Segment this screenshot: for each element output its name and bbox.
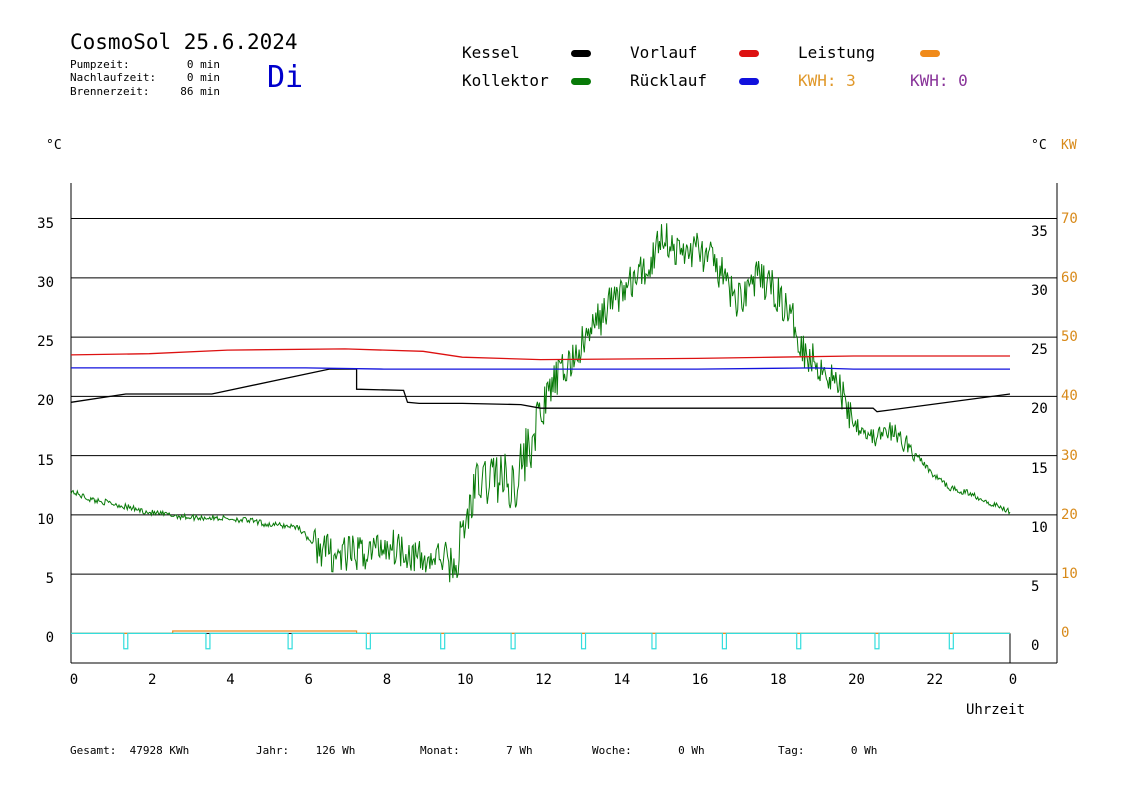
x-tick-label: 0 [1008, 672, 1018, 688]
info-nachlaufzeit: Nachlaufzeit: 0 min [70, 71, 220, 84]
legend-ruecklauf: Rücklauf [630, 71, 708, 90]
x-tick-label: 12 [535, 672, 552, 688]
legend-kollektor-swatch [571, 78, 591, 85]
info-label: Brennerzeit: [70, 85, 150, 98]
y-kw-unit: KW [1061, 138, 1077, 153]
x-tick-label: 4 [226, 672, 235, 688]
kwh-value-burner: KWH: 0 [910, 71, 968, 90]
footer-monat: Monat: 7 Wh [420, 744, 533, 757]
footer-value: 0 Wh [850, 744, 878, 757]
footer-value: 0 Wh [678, 744, 705, 757]
y-right-tick-label: 35 [1031, 223, 1048, 240]
series-vorlauf [70, 348, 1010, 361]
footer-woche: Woche: 0 Wh [592, 744, 705, 757]
y-kw-tick-label: 20 [1061, 506, 1078, 523]
footer-value: 47928 KWh [129, 744, 190, 757]
footer-value: 7 Wh [506, 744, 533, 757]
legend-kollektor: Kollektor [462, 71, 549, 90]
y-left-unit: °C [46, 138, 62, 153]
y-right-unit: °C [1031, 138, 1047, 153]
y-right-tick-label: 10 [1031, 519, 1048, 536]
info-label: Pumpzeit: [70, 58, 130, 71]
legend-leistung: Leistung [798, 43, 876, 62]
footer-value: 126 Wh [315, 744, 356, 757]
series-kessel [70, 368, 1011, 413]
info-value: 86 min [180, 85, 220, 98]
y-kw-tick-label: 70 [1061, 210, 1078, 227]
x-tick-label: 22 [926, 672, 944, 688]
legend-kessel: Kessel [462, 43, 520, 62]
kwh-value-solar: KWH: 3 [798, 71, 856, 90]
x-tick-label: 16 [691, 672, 709, 688]
y-left-tick-label: 25 [37, 334, 54, 351]
legend-vorlauf-swatch [739, 50, 759, 57]
footer-gesamt: Gesamt: 47928 KWh [70, 744, 189, 757]
y-right-tick-label: 0 [1031, 638, 1040, 655]
footer-label: Gesamt: [70, 744, 117, 757]
y-kw-tick-label: 30 [1061, 447, 1078, 464]
x-tick-label: 20 [848, 672, 865, 688]
info-value: 0 min [186, 71, 220, 84]
y-kw-tick-label: 10 [1061, 566, 1078, 583]
x-tick-label: 10 [456, 672, 474, 688]
x-tick-label: 0 [69, 672, 79, 688]
y-kw-tick-label: 50 [1061, 329, 1078, 346]
info-label: Nachlaufzeit: [70, 71, 157, 84]
y-right-tick-label: 20 [1031, 401, 1048, 418]
footer-tag: Tag: 0 Wh [778, 744, 877, 757]
legend-ruecklauf-swatch [739, 78, 759, 85]
y-kw-tick-label: 0 [1061, 625, 1070, 642]
x-tick-label: 6 [304, 672, 313, 688]
y-right-tick-label: 15 [1031, 460, 1048, 477]
footer-label: Jahr: [256, 744, 290, 757]
y-right-tick-label: 25 [1031, 342, 1048, 359]
info-brennerzeit: Brennerzeit: 86 min [70, 85, 220, 98]
x-axis-label: Uhrzeit [966, 702, 1026, 718]
x-tick-label: 18 [769, 672, 787, 688]
x-tick-label: 2 [148, 672, 157, 688]
y-left-tick-label: 35 [37, 215, 54, 232]
legend-vorlauf: Vorlauf [630, 43, 698, 62]
info-pumpzeit: Pumpzeit: 0 min [70, 58, 220, 71]
y-kw-tick-label: 40 [1061, 388, 1078, 405]
x-tick-label: 14 [613, 672, 631, 688]
y-left-tick-label: 10 [37, 511, 54, 528]
y-left-tick-label: 0 [45, 630, 54, 647]
y-right-tick-label: 5 [1031, 579, 1040, 596]
footer-label: Tag: [778, 744, 805, 757]
page-title: CosmoSol 25.6.2024 [70, 30, 298, 54]
x-tick-label: 8 [382, 672, 392, 688]
info-value: 0 min [186, 58, 220, 71]
series-r-cklauf [71, 367, 1010, 370]
series-kollektor [70, 223, 1011, 583]
y-kw-tick-label: 60 [1061, 269, 1078, 286]
y-left-tick-label: 5 [45, 571, 54, 588]
legend-kessel-swatch [571, 50, 591, 57]
footer-label: Monat: [420, 744, 460, 757]
footer-jahr: Jahr: 126 Wh [256, 744, 355, 757]
y-left-tick-label: 30 [37, 274, 54, 291]
weekday-label: Di [267, 60, 304, 95]
series-pumpe [71, 632, 1010, 650]
y-right-tick-label: 30 [1031, 282, 1048, 299]
legend-leistung-swatch [920, 50, 940, 57]
footer-label: Woche: [592, 744, 632, 757]
y-left-tick-label: 20 [37, 393, 54, 410]
y-left-tick-label: 15 [37, 452, 54, 469]
